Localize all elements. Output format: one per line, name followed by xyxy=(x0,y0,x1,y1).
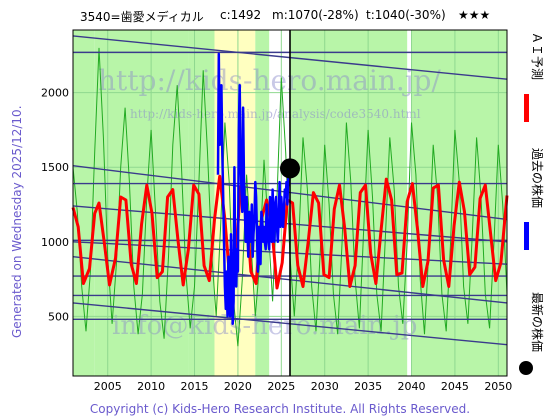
current-marker-layer xyxy=(280,30,300,376)
current-price-dot xyxy=(280,158,300,179)
x-tick-label-2005: 2005 xyxy=(94,380,122,393)
header-code-name: 3540=歯愛メディカル xyxy=(80,10,204,24)
zone-6 xyxy=(411,30,507,376)
legend-past-price-swatch xyxy=(524,222,529,250)
generated-date-text: Generated on Wednesday 2025/12/10. xyxy=(10,105,24,338)
y-tick-label-1000: 1000 xyxy=(41,236,69,249)
header-target-price: t:1040(-30%) xyxy=(366,8,446,22)
x-axis-ticks: 2005 2010 2015 2020 2025 2030 2035 2040 2045 2050 xyxy=(94,380,513,393)
legend-ai-forecast-label: ＡＩ予測 xyxy=(530,32,544,80)
y-tick-label-1500: 1500 xyxy=(41,161,69,174)
past-price-line xyxy=(216,52,292,326)
watermark-sub: http://kids-hero.main.jp/analysis/code35… xyxy=(130,107,421,121)
plot-frame xyxy=(72,29,508,377)
header-mid-price: m:1070(-28%) xyxy=(272,8,359,22)
header-current-price: c:1492 xyxy=(220,8,262,22)
legend-latest-price-dot xyxy=(519,361,533,375)
x-tick-label-2020: 2020 xyxy=(224,380,252,393)
zone-5 xyxy=(290,30,408,376)
x-tick-label-2015: 2015 xyxy=(181,380,209,393)
header-stars: ★★★ xyxy=(458,8,491,22)
past-price-series xyxy=(216,52,292,326)
x-tick-label-2040: 2040 xyxy=(398,380,426,393)
x-tick-label-2050: 2050 xyxy=(484,380,512,393)
x-tick-label-2035: 2035 xyxy=(354,380,382,393)
x-tick-label-2010: 2010 xyxy=(137,380,165,393)
legend-past-price-label: 過去の株価 xyxy=(530,148,545,208)
y-tick-label-2000: 2000 xyxy=(41,87,69,100)
legend-latest-price-label: 最新の株価 xyxy=(530,292,545,352)
y-tick-label-500: 500 xyxy=(48,310,69,323)
legend: ＡＩ予測 過去の株価 最新の株価 xyxy=(512,28,548,388)
y-axis-ticks: 500 1000 1500 2000 xyxy=(41,87,69,324)
copyright-text: Copyright (c) Kids-Hero Research Institu… xyxy=(89,402,471,416)
watermark-mail: info@kids-hero.main.jp xyxy=(112,311,417,341)
legend-ai-forecast-swatch xyxy=(524,94,529,122)
generated-date-label: Generated on Wednesday 2025/12/10. xyxy=(10,48,30,338)
x-tick-label-2045: 2045 xyxy=(441,380,469,393)
x-tick-label-2030: 2030 xyxy=(311,380,339,393)
watermark-url: http://kids-hero.main.jp/ xyxy=(98,64,441,97)
x-tick-label-2025: 2025 xyxy=(267,380,295,393)
